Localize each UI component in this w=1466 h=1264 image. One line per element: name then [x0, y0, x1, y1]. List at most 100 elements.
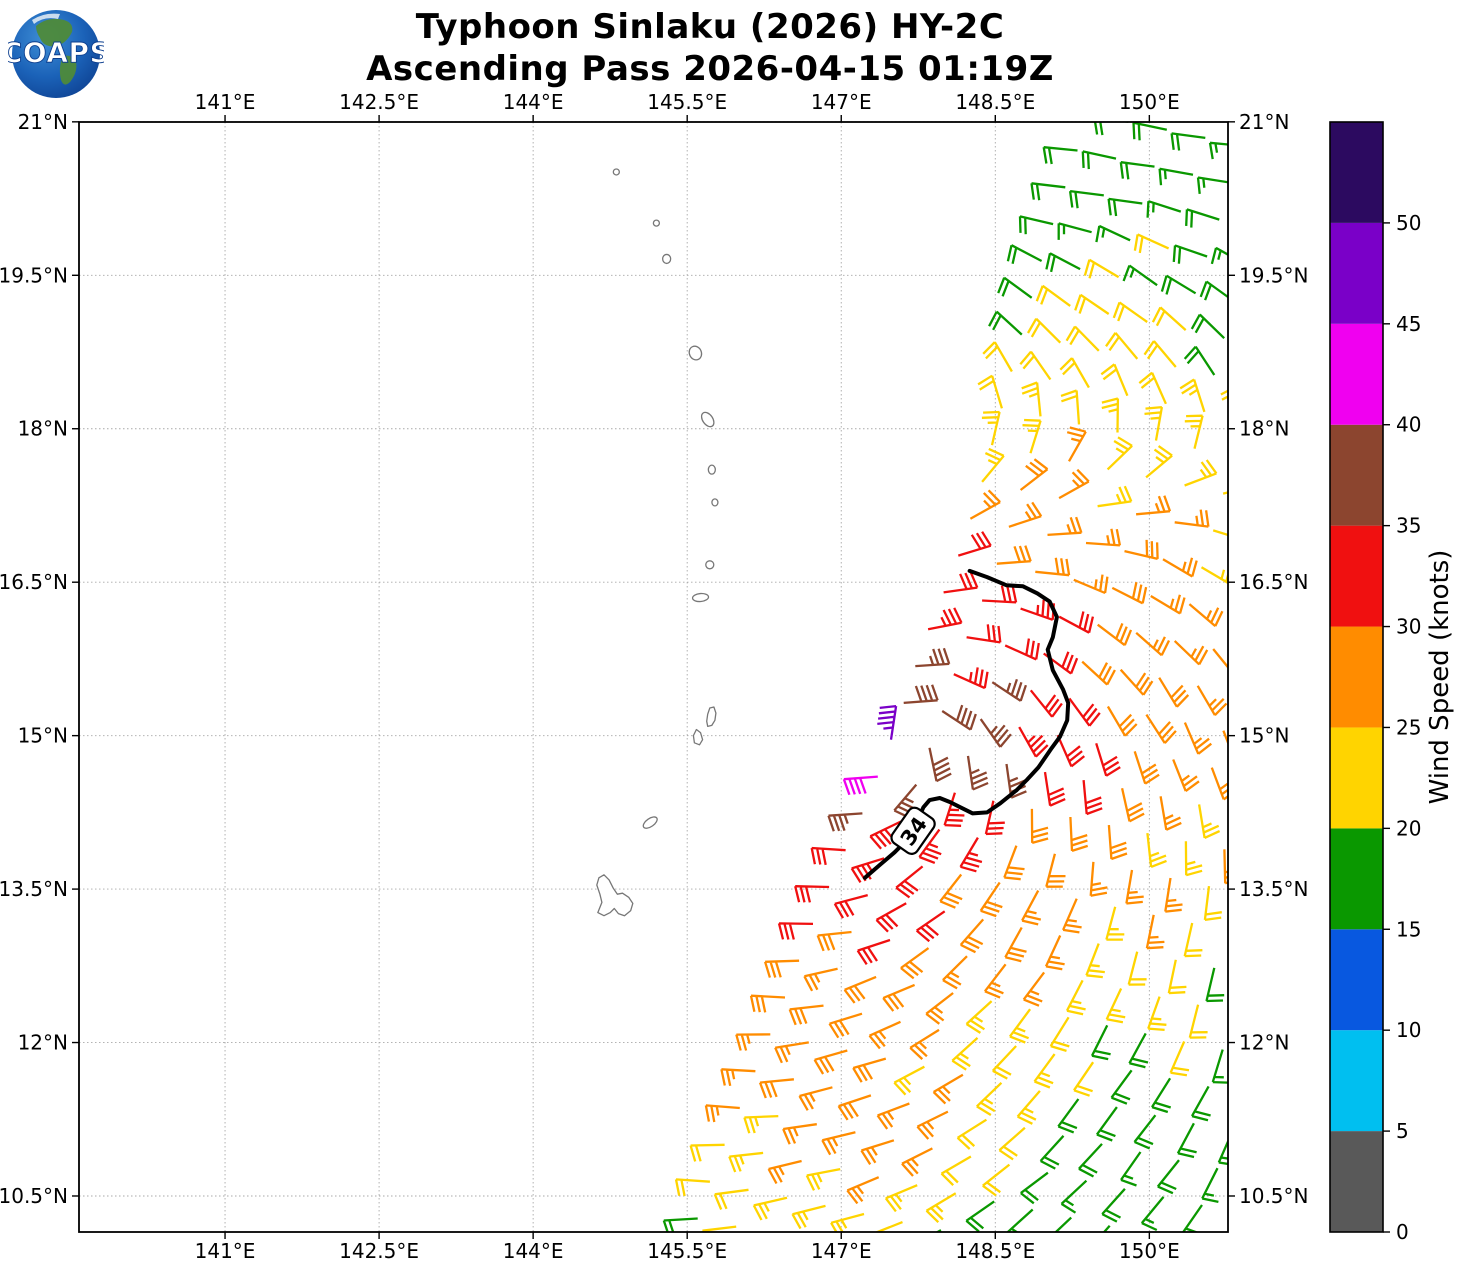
wind-barb: [837, 1094, 872, 1121]
colorbar-tick-label: 20: [1396, 816, 1421, 840]
island-outlines: [596, 168, 719, 917]
contour-label-box: [890, 806, 936, 855]
wind-barb: [1156, 1159, 1180, 1195]
wind-barb: [882, 983, 916, 1012]
wind-barb: [1101, 1188, 1126, 1223]
wind-barb: [1107, 825, 1128, 861]
wind-barb: [816, 930, 852, 952]
wind-barb: [1190, 313, 1226, 340]
wind-barb: [1196, 685, 1228, 717]
x-tick-label-bottom: 147°E: [811, 1239, 872, 1263]
wind-barb: [1093, 122, 1129, 136]
wind-barb: [1204, 1250, 1225, 1264]
x-tick-label-top: 147°E: [811, 90, 872, 114]
colorbar-tick-label: 30: [1396, 615, 1421, 639]
wind-barb: [1210, 767, 1228, 801]
wind-barb: [1159, 796, 1182, 831]
wind-barb: [1164, 877, 1183, 913]
wind-barb: [1158, 167, 1194, 186]
colorbar-segment: [1330, 626, 1383, 728]
wind-barb: [943, 792, 965, 827]
wind-barb: [1176, 1122, 1197, 1159]
wind-barb: [1179, 378, 1206, 413]
wind-barb: [1127, 951, 1147, 986]
colorbar-segment: [1330, 222, 1383, 324]
wind-barb: [1143, 340, 1177, 368]
wind-barb: [957, 531, 992, 557]
wind-barb: [1020, 1171, 1049, 1205]
colorbar-segment: [1330, 525, 1383, 627]
y-tick-label-right: 16.5°N: [1239, 570, 1309, 594]
wind-barb: [1105, 906, 1125, 941]
wind-barb: [1133, 233, 1170, 254]
wind-barb: [895, 865, 924, 899]
wind-barb: [1062, 898, 1082, 934]
wind-barb: [805, 1167, 841, 1191]
wind-barb: [1217, 1138, 1228, 1166]
wind-barb: [1205, 967, 1225, 1003]
logo-continent-south-america: [59, 55, 77, 85]
wind-barb: [997, 276, 1033, 299]
wind-barb: [850, 857, 885, 884]
wind-barb: [1101, 397, 1120, 433]
wind-barb: [1058, 468, 1090, 500]
logo-continent-north-america: [36, 18, 73, 47]
wind-barb: [900, 947, 930, 980]
colorbar-tick-label: 10: [1396, 1018, 1421, 1042]
wind-barb: [982, 1163, 1011, 1197]
wind-barb: [1190, 1085, 1211, 1122]
wind-barb: [1089, 861, 1108, 897]
wind-barb: [1085, 943, 1105, 979]
island-asuncion: [661, 253, 672, 265]
wind-barb: [965, 1200, 995, 1232]
x-tick-label-top: 150°E: [1119, 90, 1180, 114]
wind-barb: [1057, 1098, 1080, 1134]
wind-barb: [1183, 345, 1216, 376]
y-tick-label-left: 19.5°N: [0, 263, 68, 287]
wind-barb: [830, 1212, 865, 1232]
x-tick-label-bottom: 148.5°E: [955, 1239, 1035, 1263]
x-tick-label-bottom: 150°E: [1119, 1239, 1180, 1263]
x-tick-label-bottom: 144°E: [503, 1239, 564, 1263]
wind-barb: [735, 1033, 771, 1051]
wind-barb: [1066, 426, 1087, 462]
wind-barb: [758, 1078, 795, 1099]
colorbar-tick-label: 50: [1396, 211, 1421, 235]
wind-barb: [1060, 1179, 1088, 1214]
wind-barb: [777, 922, 814, 940]
wind-barb: [1125, 869, 1144, 905]
wind-barb: [1122, 264, 1158, 287]
wind-barb: [1212, 648, 1228, 670]
colorbar-segment: [1330, 323, 1383, 425]
wind-barb: [1059, 357, 1090, 389]
wind-barb: [1019, 458, 1049, 491]
wind-barb: [1006, 244, 1043, 265]
wind-barb: [1078, 1143, 1103, 1178]
wind-barb: [1120, 1151, 1142, 1187]
colorbar-tick-label: 15: [1396, 917, 1421, 941]
wind-barb: [1035, 557, 1071, 577]
colorbar-segment: [1330, 727, 1383, 829]
x-tick-label-bottom: 141°E: [195, 1239, 256, 1263]
wind-barb: [918, 828, 942, 864]
wind-barb: [988, 310, 1023, 336]
colorbar-tick-label: 45: [1396, 312, 1421, 336]
y-tick-label-left: 10.5°N: [0, 1184, 68, 1208]
wind-barb: [1183, 722, 1213, 755]
wind-barb: [1203, 885, 1222, 922]
wind-barb: [1102, 1224, 1111, 1232]
wind-barb: [1105, 988, 1126, 1024]
wind-barb: [1185, 208, 1220, 228]
wind-barb: [1169, 1041, 1190, 1077]
wind-barb: [1132, 122, 1168, 141]
colorbar-segment: [1330, 1131, 1383, 1233]
island-sarigan: [705, 560, 715, 570]
coaps-logo: COAPS: [8, 10, 104, 98]
wind-barb: [928, 747, 952, 783]
wind-barb: [1107, 197, 1143, 217]
y-tick-label-left: 18°N: [18, 417, 68, 441]
wind-barb: [1210, 246, 1228, 265]
wind-barb: [996, 545, 1032, 565]
y-tick-label-left: 12°N: [18, 1031, 68, 1055]
